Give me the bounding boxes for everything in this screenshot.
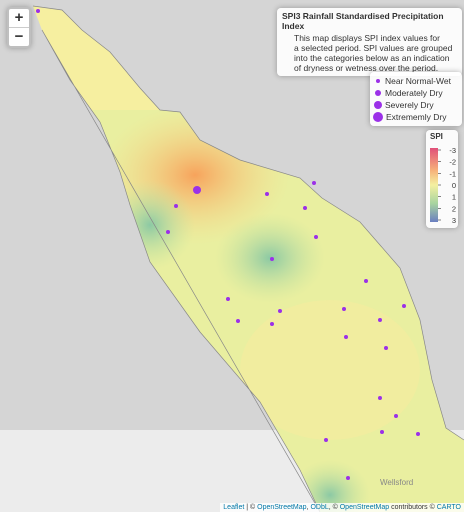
info-line: a selected period. SPI values are groupe… <box>294 43 453 53</box>
attr-link[interactable]: OpenStreetMap <box>339 504 390 511</box>
legend: Near Normal-Wet Moderately Dry Severely … <box>370 72 462 126</box>
colorbar-tick-label: -2 <box>449 158 456 167</box>
legend-item: Moderately Dry <box>373 87 459 99</box>
colorbar-svg: SPI -3 -2 -1 0 1 2 3 <box>430 132 456 225</box>
colorbar-tick-label: 0 <box>452 181 456 190</box>
info-line: of dryness or wetness over the period. <box>294 63 439 73</box>
zoom-out[interactable]: − <box>14 28 24 45</box>
place-label: Wellsford <box>380 478 413 487</box>
zoom-in[interactable]: + <box>9 9 29 28</box>
colorbar: SPI -3 -2 -1 0 1 2 3 <box>426 130 458 228</box>
legend-item: Severely Dry <box>373 99 459 111</box>
attr-text: contributors <box>391 504 428 511</box>
colorbar-tick-label: 1 <box>452 193 456 202</box>
legend-item: Near Normal-Wet <box>373 75 459 87</box>
info-panel: SPI3 Rainfall Standardised Precipitation… <box>277 8 462 76</box>
colorbar-title: SPI <box>430 132 443 141</box>
stations <box>36 9 420 480</box>
colorbar-tick-label: -3 <box>449 146 456 155</box>
attr-link[interactable]: CARTO <box>436 504 461 511</box>
coastline <box>32 5 464 512</box>
legend-label: Moderately Dry <box>385 88 443 98</box>
attr-link[interactable]: OpenStreetMap <box>257 504 307 511</box>
colorbar-ramp <box>430 148 438 222</box>
legend-label: Severely Dry <box>385 100 434 110</box>
info-line: into the categories below as an indicati… <box>294 53 450 63</box>
legend-item: Extrememly Dry <box>373 111 459 123</box>
info-title: SPI3 Rainfall Standardised Precipitation… <box>282 11 444 31</box>
info-line: This map displays SPI index values for <box>294 33 440 43</box>
colorbar-tick-label: 3 <box>452 216 456 225</box>
legend-label: Near Normal-Wet <box>385 76 451 86</box>
colorbar-tick-label: -1 <box>449 169 456 178</box>
attr-link[interactable]: ODbL <box>310 504 329 511</box>
zoom-control: + − <box>7 7 31 48</box>
legend-label: Extrememly Dry <box>386 112 447 122</box>
attribution: Leaflet | © OpenStreetMap, ODbL, © OpenS… <box>220 503 464 512</box>
attr-link[interactable]: Leaflet <box>223 504 245 511</box>
colorbar-tick-label: 2 <box>452 204 456 213</box>
